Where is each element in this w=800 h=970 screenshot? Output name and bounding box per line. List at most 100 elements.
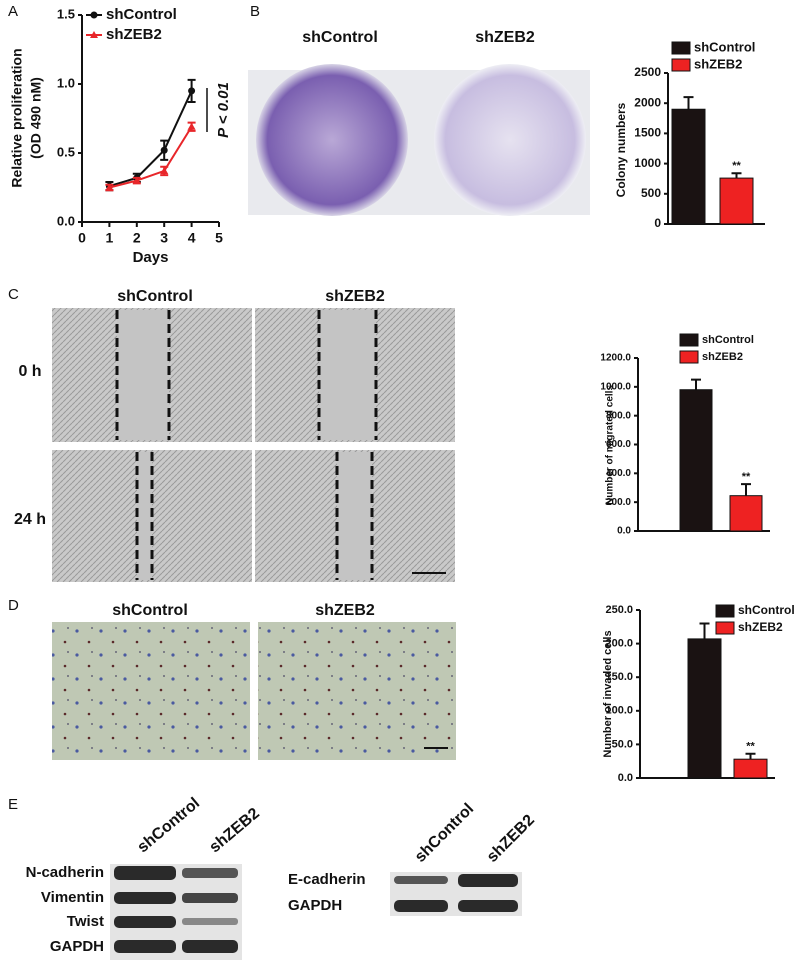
legend-label: shControl bbox=[106, 6, 177, 23]
y-axis-label: Number of invaded cells bbox=[602, 630, 614, 757]
significance: ** bbox=[742, 471, 751, 483]
annotation: P < 0.01 bbox=[215, 82, 232, 138]
y-tick-label: 200.0 bbox=[605, 638, 633, 650]
panel-label: D bbox=[8, 597, 19, 614]
protein-label: Vimentin bbox=[41, 889, 104, 906]
lane-label: shZEB2 bbox=[484, 812, 538, 866]
y-axis-label: (OD 490 nM) bbox=[28, 77, 44, 159]
significance: ** bbox=[732, 160, 741, 172]
y-axis-label: Relative proliferation bbox=[9, 48, 25, 187]
legend-swatch bbox=[671, 58, 691, 72]
y-tick-label: 0 bbox=[654, 216, 661, 230]
column-label: shControl bbox=[112, 602, 188, 619]
y-tick-label: 0.0 bbox=[617, 526, 631, 537]
legend-swatch bbox=[679, 333, 699, 347]
bar bbox=[679, 389, 713, 532]
y-tick-label: 1.5 bbox=[57, 6, 75, 21]
bar bbox=[729, 495, 763, 532]
legend-swatch bbox=[715, 604, 735, 618]
bar bbox=[671, 108, 706, 225]
protein-label: GAPDH bbox=[288, 897, 342, 914]
x-tick-label: 1 bbox=[106, 230, 114, 246]
y-tick-label: 500 bbox=[641, 186, 661, 200]
error-bar bbox=[731, 172, 742, 179]
y-tick-label: 200.0 bbox=[606, 497, 631, 508]
x-tick-label: 3 bbox=[160, 230, 168, 246]
y-tick-label: 50.0 bbox=[612, 738, 633, 750]
legend-label: shControl bbox=[702, 334, 754, 346]
legend-label: shZEB2 bbox=[106, 26, 162, 43]
lane-label: shControl bbox=[134, 795, 203, 857]
error-bar bbox=[683, 96, 694, 110]
panel-label: B bbox=[250, 3, 260, 20]
marker bbox=[132, 176, 141, 184]
legend-label: shZEB2 bbox=[702, 351, 743, 363]
column-label: shZEB2 bbox=[325, 288, 385, 305]
line bbox=[109, 90, 193, 188]
y-tick-label: 1000.0 bbox=[600, 381, 631, 392]
marker bbox=[160, 166, 169, 174]
row-label: 0 h bbox=[18, 363, 41, 380]
marker bbox=[105, 183, 114, 191]
y-tick-label: 100.0 bbox=[605, 705, 633, 717]
invasion-images bbox=[52, 622, 456, 760]
panel-label: E bbox=[8, 796, 18, 813]
error-bar bbox=[699, 622, 710, 639]
y-tick-label: 0.0 bbox=[618, 772, 633, 784]
significance: ** bbox=[746, 741, 755, 753]
legend-marker bbox=[90, 11, 98, 19]
y-tick-label: 800.0 bbox=[606, 410, 631, 421]
legend-swatch bbox=[679, 350, 699, 364]
legend-label: shControl bbox=[738, 603, 795, 617]
legend-label: shControl bbox=[694, 39, 755, 54]
x-tick-label: 0 bbox=[78, 230, 86, 246]
column-label: shControl bbox=[302, 29, 378, 46]
y-tick-label: 250.0 bbox=[605, 604, 633, 616]
row-label: 24 h bbox=[14, 511, 46, 528]
dish bbox=[434, 64, 586, 216]
legend-label: shZEB2 bbox=[738, 620, 783, 634]
protein-label: Twist bbox=[67, 913, 104, 930]
panel-label: A bbox=[8, 3, 18, 20]
western-blot bbox=[110, 864, 522, 960]
lane-label: shZEB2 bbox=[206, 805, 263, 856]
error-bar bbox=[745, 752, 756, 760]
bar bbox=[719, 177, 754, 225]
column-label: shZEB2 bbox=[475, 29, 535, 46]
y-axis-label: Colony numbers bbox=[614, 102, 628, 197]
x-tick-label: 5 bbox=[215, 230, 223, 246]
y-tick-label: 1500 bbox=[634, 126, 661, 140]
y-tick-label: 2000 bbox=[634, 95, 661, 109]
column-label: shControl bbox=[117, 288, 193, 305]
y-tick-label: 1200.0 bbox=[600, 353, 631, 364]
legend-swatch bbox=[715, 621, 735, 635]
y-tick-label: 2500 bbox=[634, 65, 661, 79]
protein-label: GAPDH bbox=[50, 938, 104, 955]
lane-label: shControl bbox=[412, 800, 477, 865]
error-bar bbox=[691, 378, 701, 390]
y-tick-label: 0.5 bbox=[57, 144, 75, 159]
wound-images bbox=[52, 308, 455, 582]
y-tick-label: 150.0 bbox=[605, 671, 633, 683]
y-tick-label: 1000 bbox=[634, 156, 661, 170]
line bbox=[109, 126, 193, 189]
y-tick-label: 1.0 bbox=[57, 75, 75, 90]
panel-label: C bbox=[8, 286, 19, 303]
y-tick-label: 0.0 bbox=[57, 213, 75, 228]
marker bbox=[160, 146, 168, 154]
bar bbox=[733, 758, 768, 779]
legend-marker bbox=[90, 31, 98, 38]
legend-swatch bbox=[671, 41, 691, 55]
x-axis-label: Days bbox=[133, 249, 169, 266]
x-tick-label: 4 bbox=[188, 230, 196, 246]
y-axis-label: Number of migrated cells bbox=[605, 385, 616, 505]
column-label: shZEB2 bbox=[315, 602, 375, 619]
protein-label: E-cadherin bbox=[288, 871, 366, 888]
error-bar bbox=[741, 483, 751, 496]
marker bbox=[187, 122, 196, 130]
y-tick-label: 600.0 bbox=[606, 439, 631, 450]
bar bbox=[687, 638, 722, 779]
marker bbox=[188, 87, 196, 95]
protein-label: N-cadherin bbox=[26, 864, 104, 881]
